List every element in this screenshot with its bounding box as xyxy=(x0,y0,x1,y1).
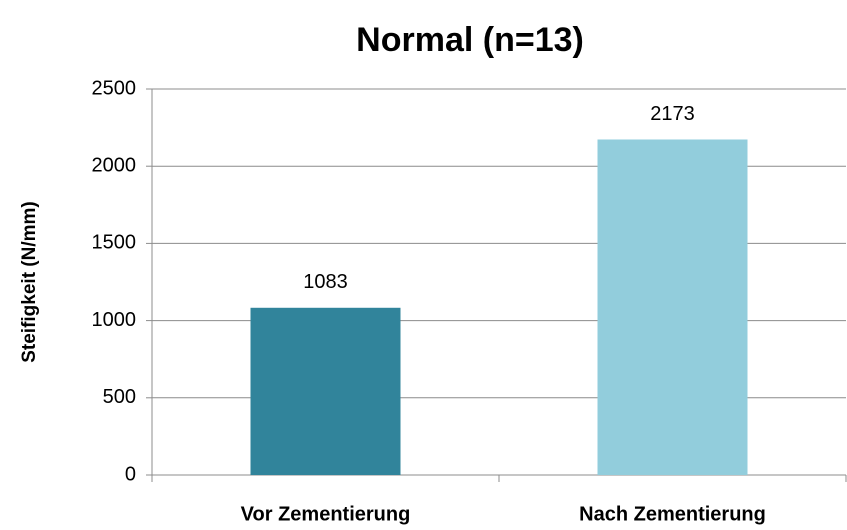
y-tick-label: 1000 xyxy=(92,309,137,331)
data-label: 1083 xyxy=(303,271,348,293)
y-tick-label: 0 xyxy=(125,463,136,485)
bar xyxy=(597,139,748,475)
data-label: 2173 xyxy=(650,103,695,125)
x-tick-label: Vor Zementierung xyxy=(241,503,411,525)
bar xyxy=(250,307,401,475)
y-tick-label: 2500 xyxy=(92,77,137,99)
chart-title: Normal (n=13) xyxy=(356,21,584,59)
y-tick-label: 500 xyxy=(103,386,136,408)
y-axis-label: Steifigkeit (N/mm) xyxy=(19,201,40,363)
y-tick-label: 1500 xyxy=(92,232,137,254)
x-tick-label: Nach Zementierung xyxy=(579,503,766,525)
y-tick-label: 2000 xyxy=(92,154,137,176)
